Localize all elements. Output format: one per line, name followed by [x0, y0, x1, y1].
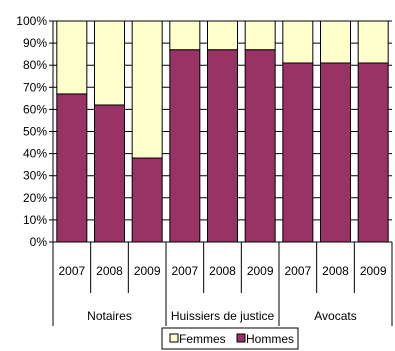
- bar-femmes: [320, 20, 351, 64]
- bar-hommes: [282, 62, 314, 243]
- y-tick-labels: 0% 10% 20% 30% 40% 50% 60% 70% 80% 90% 100%: [16, 14, 47, 249]
- y-tick-label: 30%: [23, 169, 47, 183]
- legend: Femmes Hommes: [161, 327, 299, 350]
- y-tick-label: 100%: [16, 14, 47, 28]
- bar-femmes: [282, 20, 314, 64]
- y-tick-label: 80%: [23, 58, 47, 72]
- y-tick-label: 50%: [23, 125, 47, 139]
- bar-femmes: [244, 20, 276, 51]
- legend-swatch-hommes: [236, 333, 246, 343]
- x-group-label: Huissiers de justice: [171, 309, 275, 323]
- axes: [49, 20, 392, 243]
- x-year-label: 2008: [209, 264, 236, 278]
- x-group-label: Avocats: [314, 309, 356, 323]
- y-tick-label: 40%: [23, 147, 47, 161]
- bar-femmes: [131, 20, 163, 159]
- x-year-label: 2007: [171, 264, 198, 278]
- x-year-label: 2008: [322, 264, 349, 278]
- y-tick-label: 60%: [23, 102, 47, 116]
- bar-femmes: [207, 20, 238, 51]
- bar-hommes: [320, 62, 351, 243]
- y-tick-label: 10%: [23, 213, 47, 227]
- y-tick-label: 70%: [23, 80, 47, 94]
- legend-label-hommes: Hommes: [246, 332, 294, 346]
- bar-hommes: [131, 157, 163, 243]
- x-group-label: Notaires: [87, 309, 132, 323]
- x-year-label: 2009: [360, 264, 387, 278]
- x-year-label: 2009: [134, 264, 161, 278]
- bar-hommes: [207, 49, 238, 243]
- y-tick-label: 90%: [23, 36, 47, 50]
- legend-box: [161, 327, 299, 350]
- x-year-label: 2009: [247, 264, 274, 278]
- bar-femmes: [169, 20, 201, 51]
- bar-hommes: [169, 49, 201, 243]
- x-year-label: 2008: [96, 264, 123, 278]
- bars: [56, 20, 389, 243]
- bar-hommes: [56, 93, 88, 243]
- bar-hommes: [94, 104, 125, 243]
- legend-label-femmes: Femmes: [179, 332, 226, 346]
- x-year-label: 2007: [284, 264, 311, 278]
- bar-femmes: [56, 20, 88, 95]
- y-tick-label: 0%: [30, 235, 48, 249]
- bar-hommes: [244, 49, 276, 243]
- bar-hommes: [357, 62, 389, 243]
- bar-femmes: [94, 20, 125, 106]
- x-category-table: 2007 2008 2009 2007 2008 2009 2007 2008 2009 Nota…: [52, 242, 393, 326]
- y-tick-label: 20%: [23, 191, 47, 205]
- bar-femmes: [357, 20, 389, 64]
- x-year-label: 2007: [58, 264, 85, 278]
- legend-swatch-femmes: [169, 333, 179, 343]
